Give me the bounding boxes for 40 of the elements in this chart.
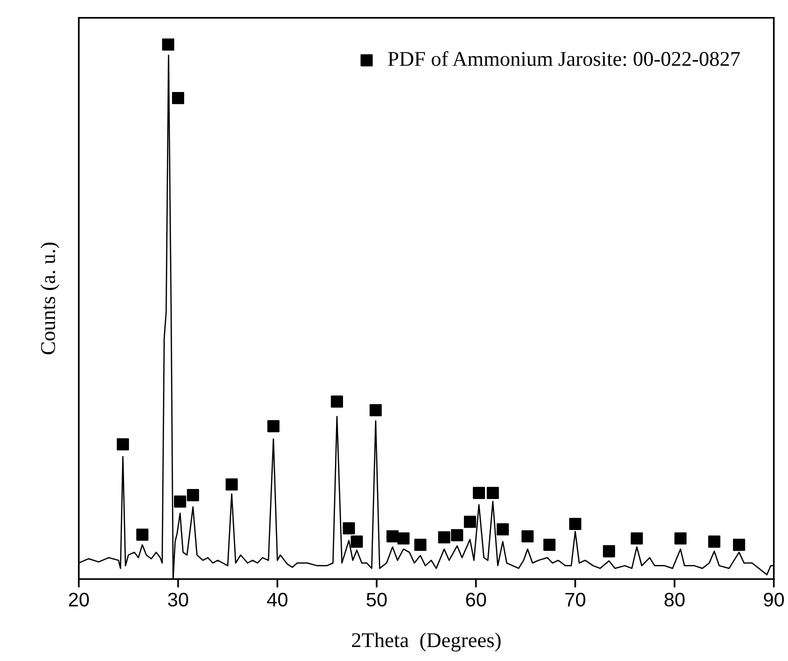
point <box>569 518 582 530</box>
point <box>342 522 355 534</box>
x-tick-label: 90 <box>764 592 784 607</box>
y-axis-title: Counts (a. u.) <box>40 242 60 354</box>
point <box>522 530 534 542</box>
x-axis-title: 2Theta (Degrees) <box>352 632 501 652</box>
point <box>226 478 238 491</box>
point <box>172 92 184 104</box>
x-tick-label: 30 <box>168 592 188 607</box>
point <box>630 532 643 544</box>
x-tick-label: 60 <box>466 592 486 607</box>
point <box>350 536 363 548</box>
point <box>464 516 476 528</box>
legend-label: PDF of Ammonium Jarosite: 00-022-0827 <box>388 51 740 66</box>
point <box>451 529 464 542</box>
point <box>386 530 399 542</box>
point <box>486 486 499 500</box>
point <box>708 536 720 548</box>
point <box>397 532 410 544</box>
point <box>602 545 616 558</box>
point <box>496 523 509 536</box>
point <box>162 38 174 51</box>
x-tick-label: 80 <box>664 592 685 607</box>
point <box>370 404 382 416</box>
point <box>732 538 746 551</box>
x-tick-label: 70 <box>565 592 586 607</box>
x-tick-label: 50 <box>366 592 387 607</box>
point <box>414 538 426 551</box>
point <box>674 532 687 544</box>
point <box>472 486 486 500</box>
point <box>136 528 148 541</box>
point <box>330 396 344 408</box>
point <box>438 531 450 544</box>
point <box>186 489 200 502</box>
point <box>116 438 129 450</box>
point <box>267 420 280 432</box>
x-tick-label: 40 <box>267 592 288 607</box>
x-tick-label: 20 <box>68 592 89 607</box>
point <box>174 495 186 508</box>
point <box>543 538 556 551</box>
